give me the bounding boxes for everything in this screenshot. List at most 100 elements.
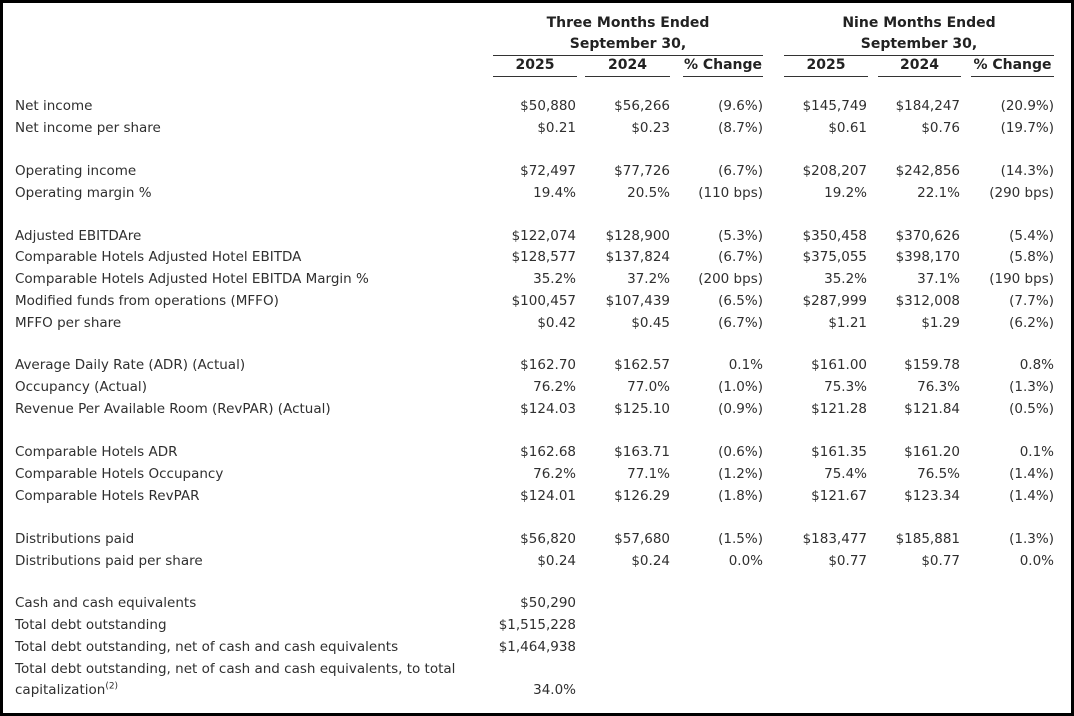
row-label: Total debt outstanding, net of cash and … xyxy=(15,639,399,655)
row-value: $0.21 xyxy=(537,120,576,136)
row-label: Cash and cash equivalents xyxy=(15,595,197,611)
row-value: (110 bps) xyxy=(698,185,763,201)
footnote-marker: (2) xyxy=(105,681,119,692)
table-row: Cash and cash equivalents $50,290 xyxy=(3,593,1071,614)
row-value: $137,824 xyxy=(605,249,670,265)
row-value: (0.6%) xyxy=(718,444,763,460)
row-value: 37.1% xyxy=(917,271,960,287)
row-value: $242,856 xyxy=(895,163,960,179)
row-value: $350,458 xyxy=(802,228,867,244)
row-value: (20.9%) xyxy=(1000,98,1054,114)
row-value: $184,247 xyxy=(895,98,960,114)
row-value: $107,439 xyxy=(605,293,670,309)
row-label: Net income per share xyxy=(15,120,161,136)
row-value: 19.4% xyxy=(533,185,576,201)
row-value: (1.3%) xyxy=(1009,379,1054,395)
table-row: Comparable Hotels Adjusted Hotel EBITDA … xyxy=(3,269,1071,290)
row-value: $121.84 xyxy=(904,401,960,417)
nine-months-header-line2: September 30, xyxy=(860,36,978,52)
row-value: $312,008 xyxy=(895,293,960,309)
row-value: (1.0%) xyxy=(718,379,763,395)
row-value: $0.61 xyxy=(828,120,867,136)
row-value: 76.5% xyxy=(917,466,960,482)
row-value: $124.01 xyxy=(520,488,576,504)
row-label: Distributions paid xyxy=(15,531,135,547)
row-value: (0.5%) xyxy=(1009,401,1054,417)
table-row: Modified funds from operations (MFFO) $10… xyxy=(3,291,1071,312)
row-value: (6.2%) xyxy=(1009,315,1054,331)
row-value: (7.7%) xyxy=(1009,293,1054,309)
row-value: $161.00 xyxy=(811,357,867,373)
table-row: Total debt outstanding $1,515,228 xyxy=(3,615,1071,636)
table-row: Adjusted EBITDAre $122,074 $128,900 (5.3%) $… xyxy=(3,226,1071,247)
row-label: capitalization(2) xyxy=(15,681,119,698)
row-value: (6.7%) xyxy=(718,163,763,179)
row-value: $375,055 xyxy=(802,249,867,265)
col-header-2025-q: 2025 xyxy=(493,55,577,77)
row-value: 35.2% xyxy=(824,271,867,287)
row-label: Comparable Hotels RevPAR xyxy=(15,488,200,504)
row-value: $0.24 xyxy=(537,553,576,569)
row-value: $163.71 xyxy=(614,444,670,460)
row-value: $398,170 xyxy=(895,249,960,265)
row-value: 20.5% xyxy=(627,185,670,201)
row-value: $121.67 xyxy=(811,488,867,504)
row-value: $50,290 xyxy=(520,595,576,611)
row-value: $162.57 xyxy=(614,357,670,373)
row-value: (19.7%) xyxy=(1000,120,1054,136)
row-value: 22.1% xyxy=(917,185,960,201)
row-label: Distributions paid per share xyxy=(15,553,203,569)
row-value: $370,626 xyxy=(895,228,960,244)
row-value: $57,680 xyxy=(614,531,670,547)
row-value: $287,999 xyxy=(802,293,867,309)
row-value: (5.4%) xyxy=(1009,228,1054,244)
row-value: $56,266 xyxy=(614,98,670,114)
row-value: $183,477 xyxy=(802,531,867,547)
row-value: $1,515,228 xyxy=(498,617,576,633)
row-value: (0.9%) xyxy=(718,401,763,417)
row-label: Comparable Hotels Adjusted Hotel EBITDA … xyxy=(15,271,369,287)
nine-months-header: Nine Months Ended September 30, xyxy=(784,13,1054,56)
col-header-2025-n: 2025 xyxy=(784,55,868,77)
row-value: $0.77 xyxy=(921,553,960,569)
row-value: (290 bps) xyxy=(989,185,1054,201)
row-value: 0.0% xyxy=(1019,553,1054,569)
col-header-2024-n: 2024 xyxy=(878,55,961,77)
row-value: $1.29 xyxy=(921,315,960,331)
three-months-header: Three Months Ended September 30, xyxy=(493,13,763,56)
row-value: (5.8%) xyxy=(1009,249,1054,265)
row-value: (200 bps) xyxy=(698,271,763,287)
row-value: $72,497 xyxy=(520,163,576,179)
row-value: $159.78 xyxy=(904,357,960,373)
row-label: Comparable Hotels ADR xyxy=(15,444,178,460)
row-label: Operating margin % xyxy=(15,185,152,201)
three-months-divider xyxy=(493,55,763,56)
nine-months-header-line1: Nine Months Ended xyxy=(842,15,996,31)
row-value: 0.8% xyxy=(1019,357,1054,373)
row-value: $123.34 xyxy=(904,488,960,504)
table-row: Distributions paid per share $0.24 $0.24 0.… xyxy=(3,551,1071,572)
row-value: (6.7%) xyxy=(718,249,763,265)
row-value: (8.7%) xyxy=(718,120,763,136)
row-value: (1.5%) xyxy=(718,531,763,547)
row-value: 19.2% xyxy=(824,185,867,201)
table-row: Comparable Hotels ADR $162.68 $163.71 (0.6%… xyxy=(3,442,1071,463)
row-value: $121.28 xyxy=(811,401,867,417)
table-row: Revenue Per Available Room (RevPAR) (Act… xyxy=(3,399,1071,420)
row-value: (6.7%) xyxy=(718,315,763,331)
row-value: 75.3% xyxy=(824,379,867,395)
col-header-change-q: % Change xyxy=(683,55,763,77)
row-label: MFFO per share xyxy=(15,315,122,331)
row-label: Adjusted EBITDAre xyxy=(15,228,142,244)
row-value: $128,900 xyxy=(605,228,670,244)
col-header-2024-q: 2024 xyxy=(585,55,670,77)
nine-months-divider xyxy=(784,55,1054,56)
row-value: $77,726 xyxy=(614,163,670,179)
table-row: Comparable Hotels Occupancy 76.2% 77.1% (1.… xyxy=(3,464,1071,485)
row-value: (6.5%) xyxy=(718,293,763,309)
row-value: 35.2% xyxy=(533,271,576,287)
row-label: Total debt outstanding, net of cash and … xyxy=(15,661,456,677)
row-value: $0.42 xyxy=(537,315,576,331)
table-row: Net income $50,880 $56,266 (9.6%) $145,749 $1… xyxy=(3,96,1071,117)
row-value: 34.0% xyxy=(533,682,576,698)
